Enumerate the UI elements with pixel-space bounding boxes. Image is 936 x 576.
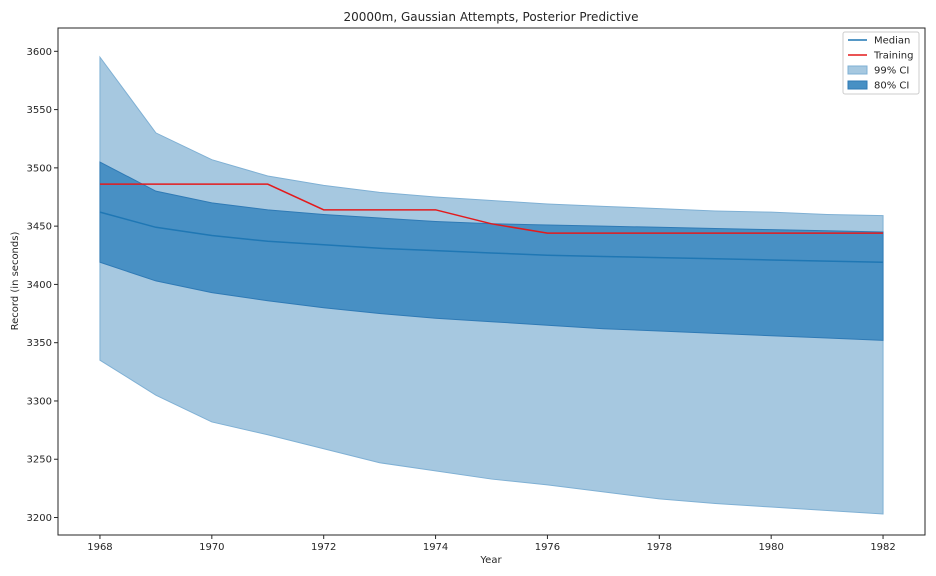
y-tick-label: 3300 [27, 396, 52, 407]
legend-swatch-80-ci [847, 80, 868, 90]
series-line-median [99, 211, 884, 264]
legend-label-80-ci: 80% CI [874, 81, 909, 92]
x-tick-label: 1970 [199, 542, 224, 553]
y-tick-label: 3600 [27, 47, 52, 58]
y-tick-label: 3500 [27, 163, 52, 174]
y-tick-label: 3250 [27, 455, 52, 466]
y-axis-title: Record (in seconds) [10, 232, 21, 331]
y-tick-label: 3450 [27, 222, 52, 233]
plot-area [99, 55, 884, 515]
plot-frame [57, 27, 926, 536]
x-tick-label: 1980 [758, 542, 783, 553]
band-80-ci [99, 161, 884, 341]
y-tick-label: 3550 [27, 105, 52, 116]
legend-box [842, 31, 920, 95]
y-tick-label: 3200 [27, 513, 52, 524]
legend: Median Training 99% CI 80% CI [842, 31, 920, 95]
x-tick-label: 1978 [647, 542, 672, 553]
x-tick-label: 1974 [423, 542, 448, 553]
chart-title: 20000m, Gaussian Attempts, Posterior Pre… [343, 10, 638, 24]
series-line-training [99, 183, 884, 234]
legend-label-99-ci: 99% CI [874, 66, 909, 77]
legend-label-training: Training [873, 51, 913, 62]
x-tick-label: 1972 [311, 542, 336, 553]
y-tick-label: 3400 [27, 280, 52, 291]
legend-swatch-99-ci [847, 65, 868, 75]
x-tick-label: 1976 [535, 542, 560, 553]
y-tick-label: 3350 [27, 338, 52, 349]
legend-label-median: Median [874, 36, 910, 47]
x-tick-label: 1982 [870, 542, 895, 553]
x-axis-title: Year [479, 555, 502, 566]
x-tick-label: 1968 [87, 542, 112, 553]
axes: 1968 1970 1972 1974 1976 1978 1980 1982 3200 3250… [27, 27, 926, 553]
